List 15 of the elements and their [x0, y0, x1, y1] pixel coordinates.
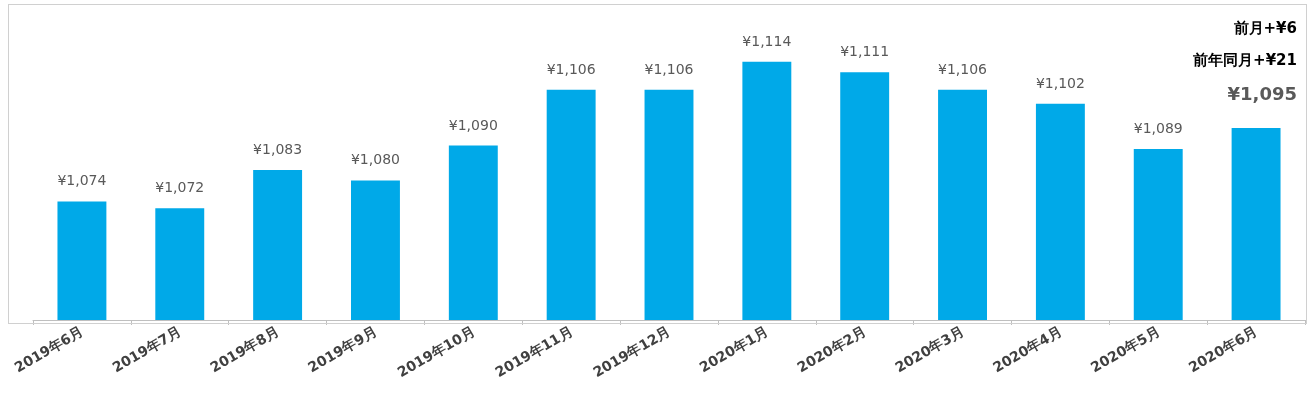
data-label: ¥1,090 [448, 116, 498, 133]
annotation: 前月+¥6 [1232, 18, 1297, 37]
data-label: ¥1,080 [350, 151, 400, 168]
data-label: ¥1,111 [840, 43, 890, 60]
data-label: ¥1,106 [644, 60, 694, 77]
annotation: ¥1,095 [1227, 82, 1297, 104]
data-label: ¥1,072 [155, 179, 205, 196]
data-label: ¥1,089 [1133, 120, 1183, 137]
data-label: ¥1,102 [1035, 74, 1085, 91]
data-label: ¥1,083 [253, 140, 303, 157]
data-label: ¥1,106 [938, 60, 988, 77]
data-label: ¥1,114 [742, 32, 792, 49]
data-label: ¥1,074 [57, 172, 107, 189]
annotation: 前年同月+¥21 [1192, 50, 1297, 69]
data-label: ¥1,106 [546, 60, 596, 77]
